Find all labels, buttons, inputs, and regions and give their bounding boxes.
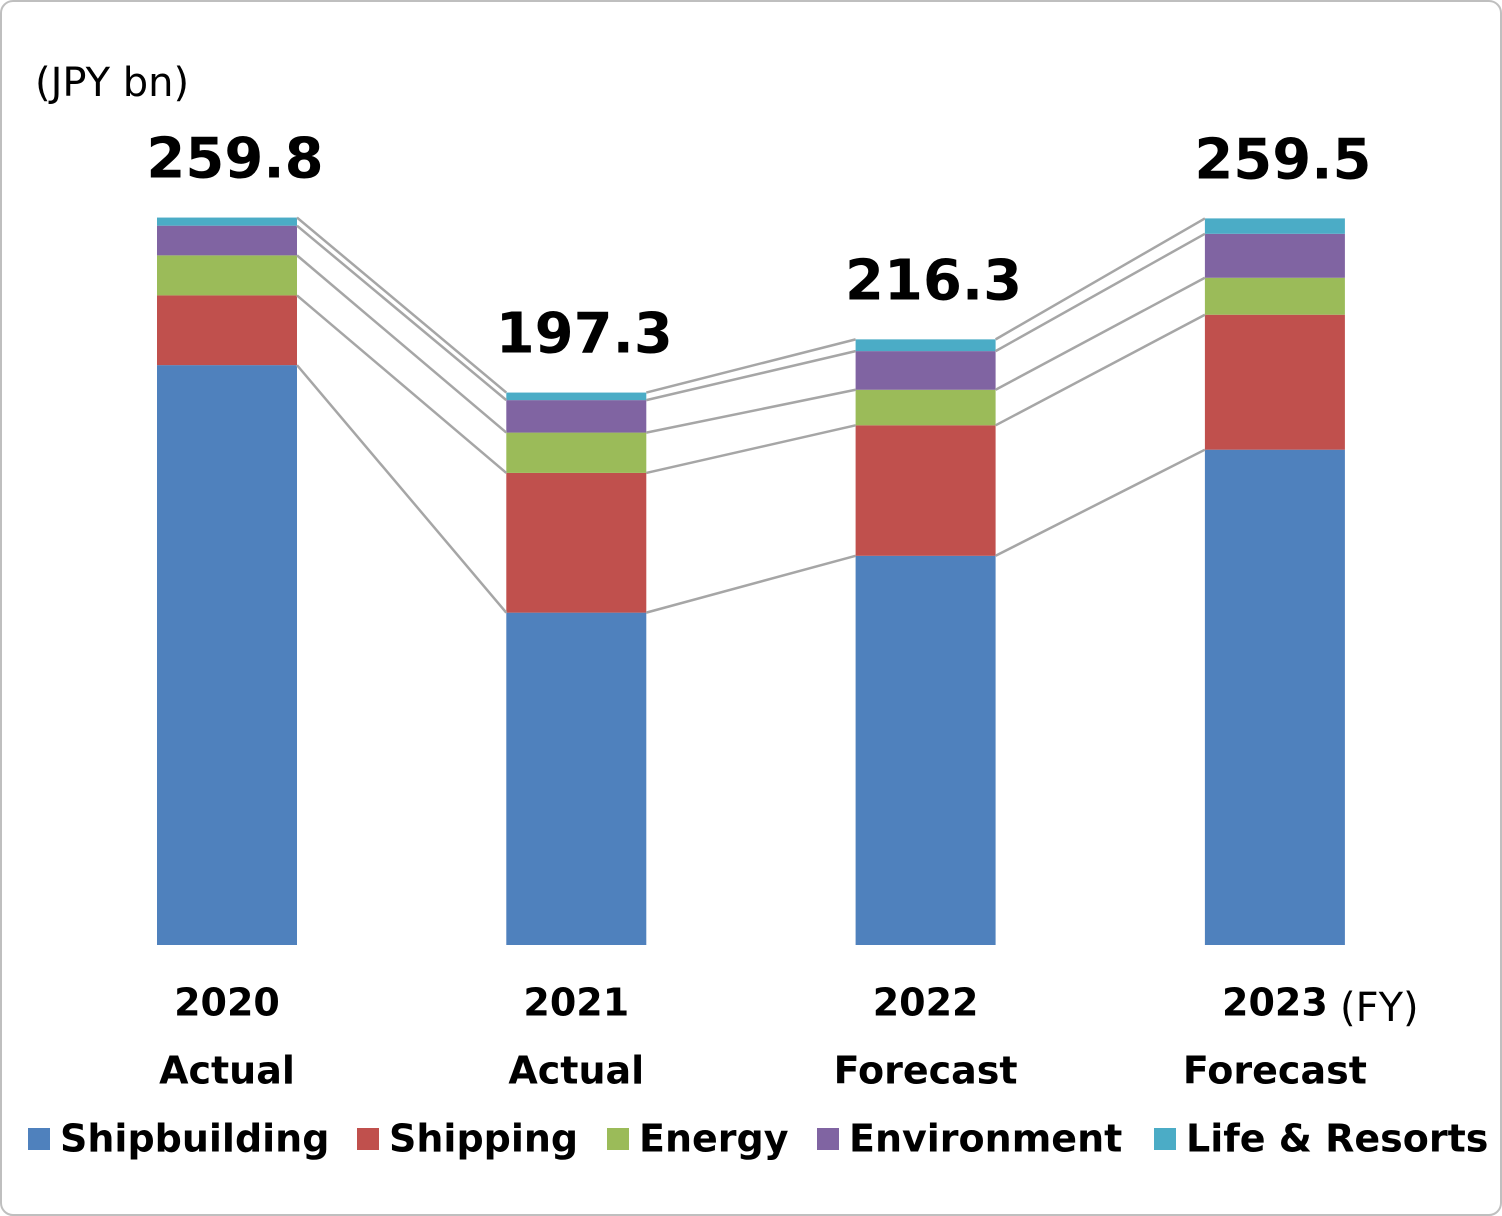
legend-swatch (357, 1128, 379, 1150)
bar-segment (506, 392, 647, 401)
bar-segment (1204, 449, 1345, 945)
connector-line (995, 448, 1206, 557)
bar-segment (1204, 277, 1345, 315)
connector-line (296, 254, 508, 434)
x-tick-label: 2022 (873, 981, 979, 1025)
legend-swatch (28, 1128, 50, 1150)
connector-line (646, 388, 856, 434)
connector-line (296, 216, 508, 394)
bar-segment (157, 217, 297, 226)
bar-segment (1204, 233, 1345, 278)
bar-segment (157, 365, 297, 945)
bar-segment (157, 295, 297, 366)
connector-line (995, 276, 1206, 391)
legend-label: Life & Resorts (1186, 1117, 1488, 1161)
legend-swatch (1154, 1128, 1176, 1150)
connector-line (645, 554, 856, 614)
connector-line (296, 224, 508, 402)
x-tick-label: 2021 (523, 981, 629, 1025)
total-label: 259.5 (1194, 128, 1371, 193)
bar-segment (157, 255, 297, 296)
legend-label: Shipping (389, 1117, 578, 1161)
total-label: 216.3 (845, 249, 1022, 314)
x-tick-sublabel: Actual (508, 1049, 644, 1093)
bar-segment (855, 425, 996, 556)
connector-line (994, 232, 1206, 353)
y-unit-label: (JPY bn) (35, 60, 189, 106)
x-unit-label: (FY) (1340, 985, 1419, 1031)
legend-label: Shipbuilding (60, 1117, 329, 1161)
bar-segment (506, 432, 647, 473)
connector-line (646, 349, 856, 402)
legend-label: Environment (849, 1117, 1122, 1161)
x-tick-sublabel: Forecast (1183, 1049, 1367, 1093)
total-label: 259.8 (146, 127, 323, 192)
x-tick-sublabel: Actual (159, 1049, 295, 1093)
bar-segment (506, 400, 647, 433)
connector-line (296, 364, 508, 614)
x-tick-sublabel: Forecast (834, 1049, 1018, 1093)
connector-line (296, 294, 508, 474)
bar-segment (506, 612, 647, 945)
legend-swatch (817, 1128, 839, 1150)
bar-segment (855, 389, 996, 426)
bar-segment (855, 339, 996, 352)
bar-segment (855, 555, 996, 945)
connector-line (646, 424, 856, 475)
legend-label: Energy (639, 1117, 789, 1161)
legend-swatch (607, 1128, 629, 1150)
connector-line (994, 217, 1206, 341)
bar-segment (506, 472, 647, 613)
connector-line (995, 313, 1206, 427)
bar-segment (1204, 314, 1345, 450)
connector-line (645, 338, 856, 394)
bar-segment (1204, 218, 1345, 234)
bar-segment (855, 351, 996, 390)
x-tick-label: 2020 (174, 981, 280, 1025)
bar-segment (157, 225, 297, 256)
x-tick-label: 2023 (1222, 981, 1328, 1025)
total-label: 197.3 (496, 302, 673, 367)
